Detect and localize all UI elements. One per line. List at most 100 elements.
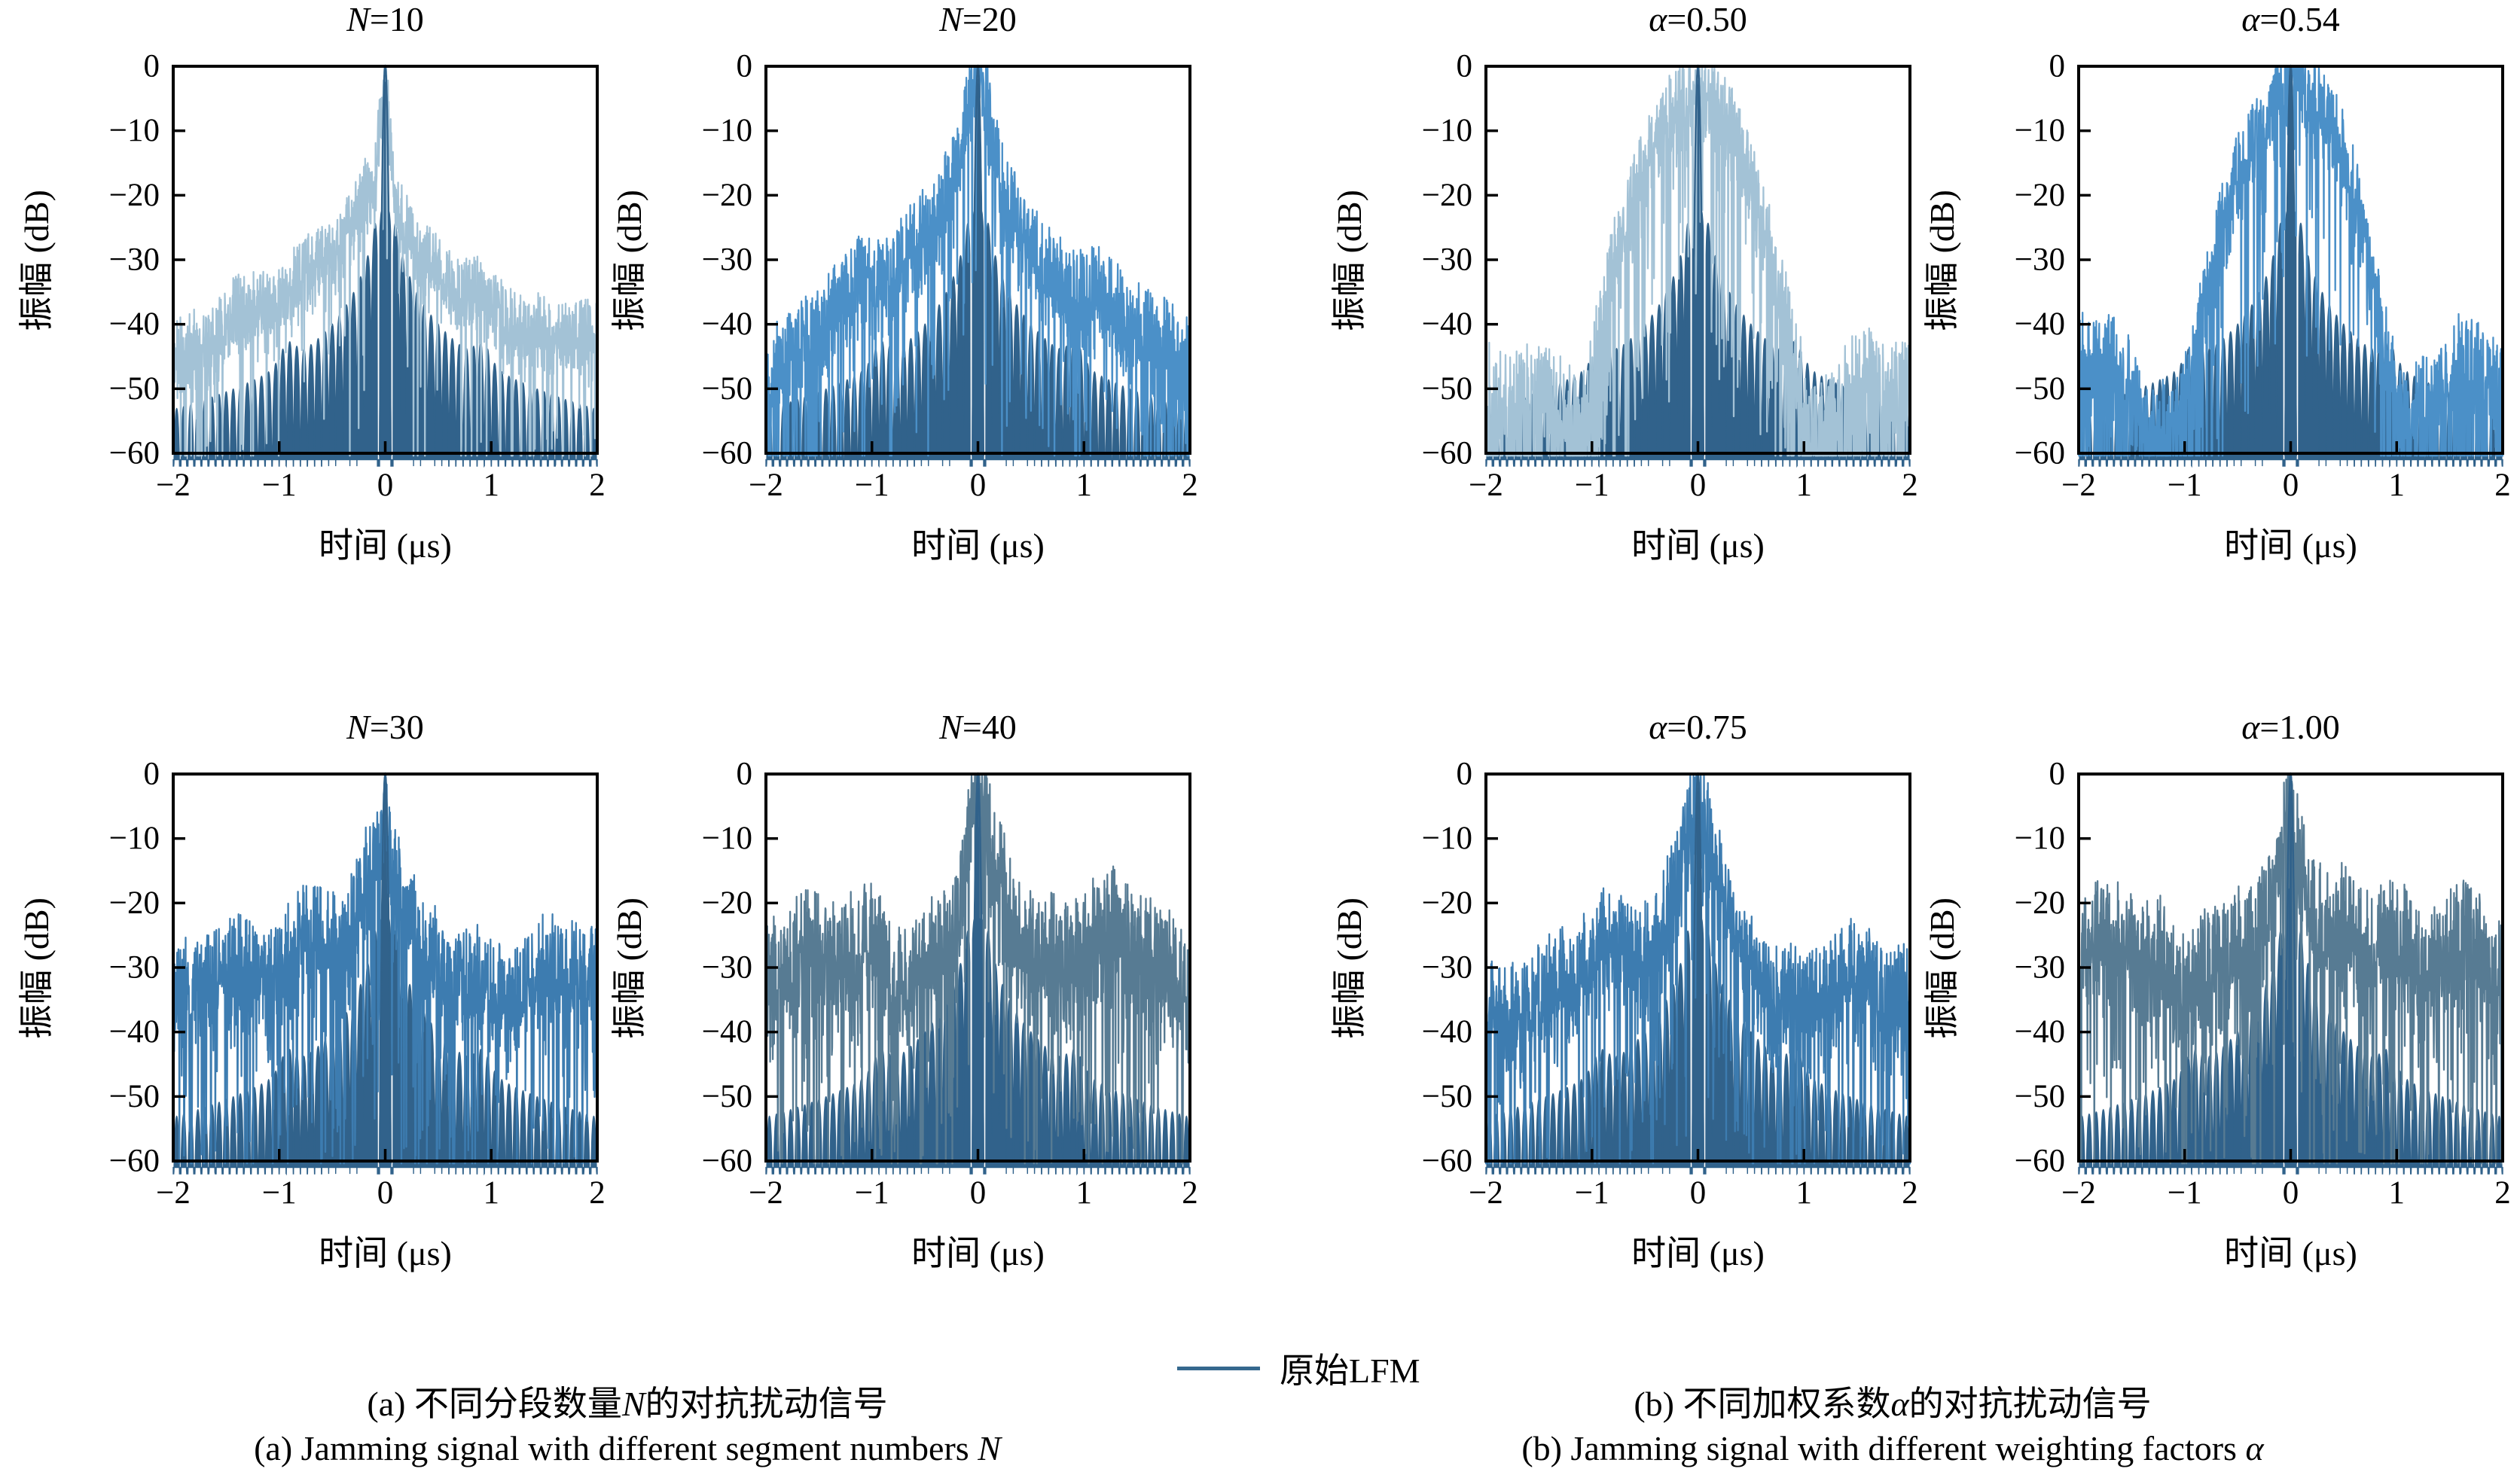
- x-tick-label: −2: [2061, 1175, 2096, 1211]
- plot-canvas: 0−10−20−30−40−50−60−2 −1 0 1 2: [109, 49, 606, 504]
- axes-frame: [764, 773, 1191, 1163]
- subplot-n10: N=10 振幅 (dB) 0 −10 −20 −30 −40 −50 −60 −2 −1 0 1 2 …: [9, 0, 606, 602]
- x-tick-label: 2: [589, 468, 606, 503]
- x-tick-label: −1: [1575, 468, 1609, 503]
- subplot-n40: N=40 振幅 (dB) 0 −10 −20 −30 −40 −50 −60 −2 −1 0 1 2 …: [602, 708, 1198, 1310]
- x-tick-label: 1: [2389, 1175, 2406, 1211]
- x-tick-label: −1: [262, 1175, 297, 1211]
- y-tick-label: −50: [2015, 1079, 2065, 1114]
- y-tick-label: −50: [1422, 1079, 1472, 1114]
- y-tick-label: −20: [2015, 885, 2065, 921]
- y-tick-label: −40: [1422, 1014, 1472, 1050]
- y-tick-label: −40: [1422, 306, 1472, 342]
- y-tick-label: −10: [702, 113, 752, 148]
- x-tick-label: 2: [2494, 1175, 2511, 1211]
- subplot-alpha-050: α=0.50 振幅 (dB) 0 −10 −20 −30 −40 −50 −60 −2 −1 0 1…: [1322, 0, 1918, 602]
- y-tick-label: −10: [2015, 821, 2065, 856]
- subplot-title: α=0.50: [1649, 0, 1747, 38]
- y-tick-label: −60: [1422, 436, 1472, 471]
- plot-canvas: 0−10−20−30−40−50−60−2 −1 0 1 2: [702, 757, 1198, 1211]
- y-tick-label: −10: [702, 821, 752, 856]
- y-tick-label: −30: [109, 242, 160, 278]
- x-tick-label: 0: [2283, 468, 2299, 503]
- y-tick-label: −50: [2015, 371, 2065, 407]
- y-tick-label: −10: [109, 113, 160, 148]
- y-tick-label: −60: [2015, 1144, 2065, 1179]
- x-axis-label: 时间 (μs): [319, 526, 452, 565]
- x-tick-label: −2: [1469, 1175, 1503, 1211]
- x-tick-label: −2: [1469, 468, 1503, 503]
- y-tick-label: −60: [702, 436, 752, 471]
- plot-canvas: 0−10−20−30−40−50−60−2 −1 0 1 2: [702, 49, 1198, 504]
- caption-b-chinese: (b) 不同加权系数α的对抗扰动信号: [1634, 1385, 2152, 1423]
- x-tick-label: 1: [484, 468, 500, 503]
- y-tick-label: −10: [1422, 821, 1472, 856]
- y-tick-label: −50: [702, 371, 752, 407]
- x-tick-label: −1: [855, 468, 889, 503]
- caption-b-english: (b) Jamming signal with different weight…: [1521, 1429, 2264, 1467]
- y-tick-label: −30: [109, 950, 160, 986]
- y-tick-label: −50: [109, 371, 160, 407]
- x-tick-label: 2: [1902, 1175, 1918, 1211]
- x-tick-label: 2: [1902, 468, 1918, 503]
- x-axis-label: 时间 (μs): [911, 526, 1045, 565]
- y-tick-label: 0: [144, 757, 160, 792]
- plot-canvas: 0−10−20−30−40−50−60−2 −1 0 1 2: [2015, 49, 2511, 504]
- x-tick-label: −1: [1575, 1175, 1609, 1211]
- y-tick-label: −30: [2015, 242, 2065, 278]
- plot-canvas: 0−10−20−30−40−50−60−2 −1 0 1 2: [1422, 49, 1918, 504]
- y-tick-label: 0: [2049, 757, 2066, 792]
- y-tick-label: −10: [2015, 113, 2065, 148]
- x-axis-label: 时间 (μs): [1631, 526, 1765, 565]
- subplot-alpha-100: α=1.00 振幅 (dB) 0 −10 −20 −30 −40 −50 −60 −2 −1 0 1…: [1914, 708, 2511, 1310]
- x-axis-label: 时间 (μs): [2224, 526, 2357, 565]
- axes-frame: [1484, 773, 1911, 1163]
- x-tick-label: −2: [156, 468, 191, 503]
- subplot-title: α=0.75: [1649, 708, 1747, 746]
- y-tick-label: −20: [2015, 178, 2065, 213]
- x-tick-label: 1: [1076, 1175, 1093, 1211]
- subplot-title: α=0.54: [2241, 0, 2340, 38]
- plot-canvas: 0−10−20−30−40−50−60−2 −1 0 1 2: [2015, 757, 2511, 1211]
- y-tick-label: −60: [109, 436, 160, 471]
- legend: 原始LFM: [1177, 1345, 1420, 1391]
- x-tick-label: −1: [262, 468, 297, 503]
- y-tick-label: 0: [737, 49, 753, 84]
- x-axis-label: 时间 (μs): [1631, 1234, 1765, 1272]
- axes-frame: [172, 773, 599, 1163]
- x-axis-label: 时间 (μs): [911, 1234, 1045, 1272]
- x-tick-label: 1: [1076, 468, 1093, 503]
- y-tick-label: −10: [1422, 113, 1472, 148]
- legend-line-swatch: [1177, 1366, 1260, 1370]
- subplot-title: N=10: [346, 0, 424, 38]
- y-tick-label: −50: [1422, 371, 1472, 407]
- x-tick-label: −1: [2168, 468, 2202, 503]
- y-tick-label: −40: [702, 1014, 752, 1050]
- y-tick-label: −20: [702, 885, 752, 921]
- y-tick-label: −40: [2015, 1014, 2065, 1050]
- y-tick-label: −20: [702, 178, 752, 213]
- caption-a-chinese: (a) 不同分段数量N的对抗扰动信号: [367, 1385, 888, 1423]
- y-tick-label: −30: [1422, 242, 1472, 278]
- y-tick-label: 0: [1457, 49, 1473, 84]
- x-tick-label: 0: [1690, 1175, 1707, 1211]
- subplot-alpha-075: α=0.75 振幅 (dB) 0 −10 −20 −30 −40 −50 −60 −2 −1 0 1…: [1322, 708, 1918, 1310]
- y-tick-label: −10: [109, 821, 160, 856]
- y-tick-label: −60: [1422, 1144, 1472, 1179]
- legend-label: 原始LFM: [1280, 1352, 1420, 1390]
- y-tick-label: 0: [1457, 757, 1473, 792]
- subplot-alpha-054: α=0.54 振幅 (dB) 0 −10 −20 −30 −40 −50 −60 −2 −1 0 1…: [1914, 0, 2511, 602]
- x-tick-label: 0: [377, 468, 394, 503]
- x-tick-label: 0: [970, 1175, 987, 1211]
- x-tick-label: 2: [2494, 468, 2511, 503]
- caption-a-english: (a) Jamming signal with different segmen…: [254, 1429, 1001, 1467]
- axes-frame: [1484, 65, 1911, 455]
- y-tick-label: −40: [702, 306, 752, 342]
- x-tick-label: 1: [484, 1175, 500, 1211]
- plot-canvas: 0−10−20−30−40−50−60−2 −1 0 1 2: [109, 757, 606, 1211]
- plot-canvas: 0−10−20−30−40−50−60−2 −1 0 1 2: [1422, 757, 1918, 1211]
- axes-frame: [764, 65, 1191, 455]
- x-tick-label: −2: [2061, 468, 2096, 503]
- x-tick-label: 0: [970, 468, 987, 503]
- y-tick-label: −30: [2015, 950, 2065, 986]
